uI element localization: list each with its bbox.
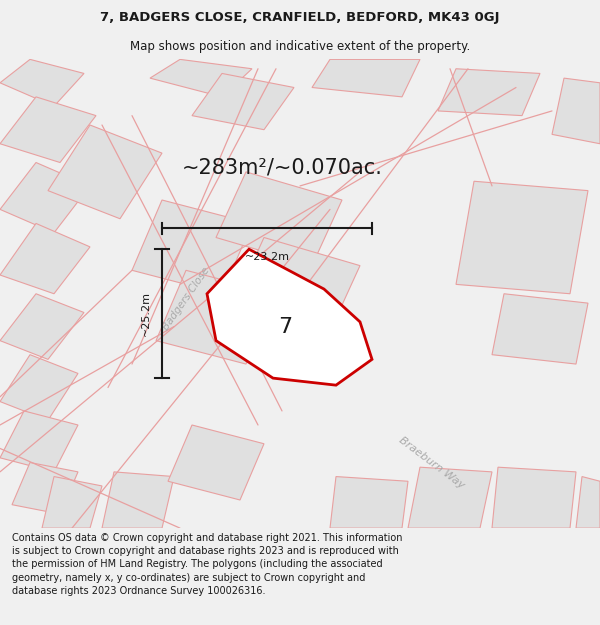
Polygon shape xyxy=(0,355,78,420)
Polygon shape xyxy=(456,181,588,294)
Polygon shape xyxy=(156,270,276,364)
Polygon shape xyxy=(48,125,162,219)
Polygon shape xyxy=(552,78,600,144)
Text: ~23.2m: ~23.2m xyxy=(245,251,290,261)
Polygon shape xyxy=(42,476,102,528)
Polygon shape xyxy=(438,69,540,116)
Polygon shape xyxy=(132,200,252,294)
Polygon shape xyxy=(0,411,78,472)
Text: Braeburn Way: Braeburn Way xyxy=(397,435,467,490)
Text: ~283m²/~0.070ac.: ~283m²/~0.070ac. xyxy=(182,157,382,177)
Polygon shape xyxy=(492,294,588,364)
Polygon shape xyxy=(0,223,90,294)
Text: 7, BADGERS CLOSE, CRANFIELD, BEDFORD, MK43 0GJ: 7, BADGERS CLOSE, CRANFIELD, BEDFORD, MK… xyxy=(100,11,500,24)
Polygon shape xyxy=(168,425,264,500)
Polygon shape xyxy=(312,59,420,97)
Text: 7: 7 xyxy=(278,316,292,336)
Polygon shape xyxy=(0,59,84,106)
Polygon shape xyxy=(207,249,372,385)
Text: Map shows position and indicative extent of the property.: Map shows position and indicative extent… xyxy=(130,40,470,52)
Polygon shape xyxy=(0,162,90,232)
Polygon shape xyxy=(150,59,252,97)
Text: ~25.2m: ~25.2m xyxy=(141,291,151,336)
Polygon shape xyxy=(216,172,342,266)
Polygon shape xyxy=(408,468,492,528)
Polygon shape xyxy=(0,97,96,162)
Polygon shape xyxy=(576,476,600,528)
Polygon shape xyxy=(0,294,84,359)
Polygon shape xyxy=(492,468,576,528)
Text: Badgers Close: Badgers Close xyxy=(161,265,211,332)
Polygon shape xyxy=(102,472,174,528)
Polygon shape xyxy=(234,238,360,331)
Polygon shape xyxy=(12,462,78,514)
Text: Contains OS data © Crown copyright and database right 2021. This information
is : Contains OS data © Crown copyright and d… xyxy=(12,533,403,596)
Polygon shape xyxy=(192,73,294,129)
Polygon shape xyxy=(330,476,408,528)
